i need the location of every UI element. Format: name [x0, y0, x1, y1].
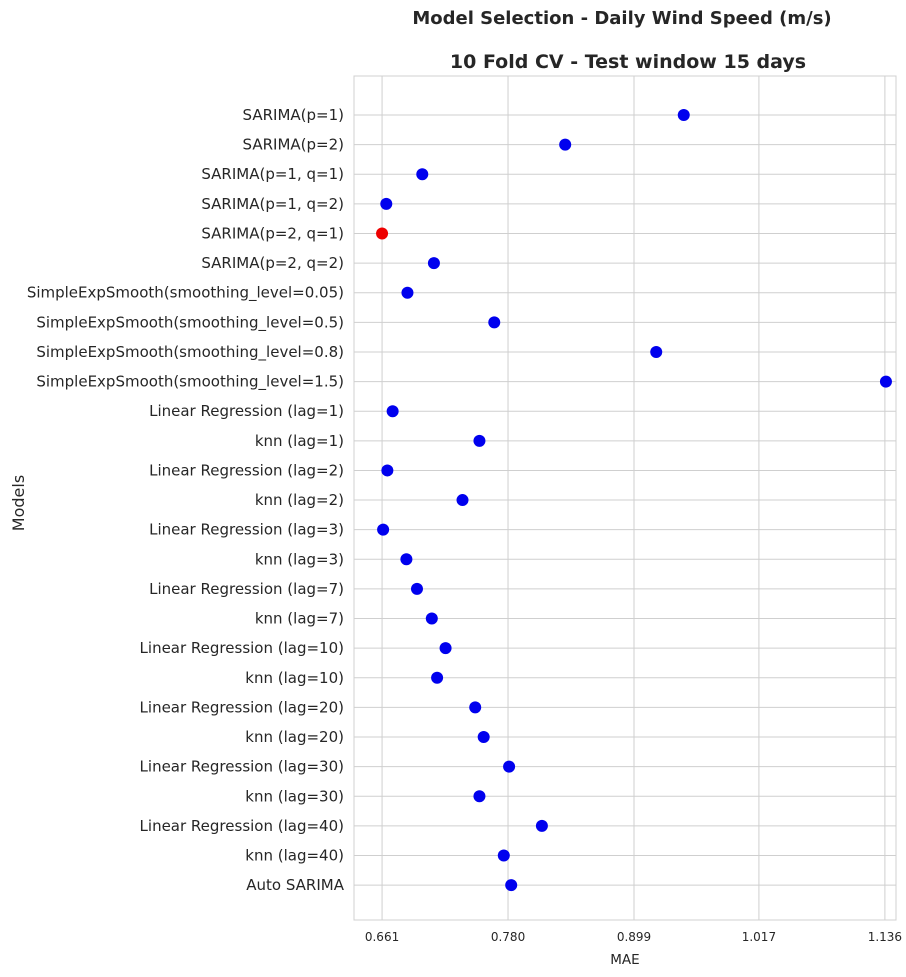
category-label: knn (lag=2)	[255, 491, 344, 509]
data-point	[410, 582, 423, 595]
category-label: knn (lag=30)	[245, 787, 344, 805]
data-point	[469, 701, 482, 714]
category-label: SARIMA(p=1, q=2)	[201, 195, 344, 213]
category-label: SimpleExpSmooth(smoothing_level=0.8)	[36, 343, 344, 362]
data-point	[400, 553, 413, 566]
grid	[354, 76, 896, 920]
category-label: Linear Regression (lag=20)	[140, 698, 344, 716]
category-label: Linear Regression (lag=2)	[149, 461, 344, 479]
data-point	[439, 642, 452, 655]
y-axis-label: Models	[9, 475, 28, 531]
category-label: knn (lag=3)	[255, 550, 344, 568]
data-point	[381, 464, 394, 477]
data-point	[431, 671, 444, 684]
data-point	[497, 849, 510, 862]
category-label: knn (lag=1)	[255, 432, 344, 450]
data-point	[386, 405, 399, 418]
category-label: SimpleExpSmooth(smoothing_level=1.5)	[36, 373, 344, 392]
category-label: knn (lag=40)	[245, 847, 344, 865]
data-point	[559, 138, 572, 151]
data-point	[401, 286, 414, 299]
category-label: SimpleExpSmooth(smoothing_level=0.05)	[27, 284, 344, 303]
category-label: Linear Regression (lag=3)	[149, 521, 344, 539]
x-tick-label: 1.017	[742, 930, 776, 944]
x-axis-label: MAE	[610, 952, 639, 968]
x-tick-label: 0.899	[617, 930, 651, 944]
data-point	[456, 494, 469, 507]
data-point	[879, 375, 892, 388]
category-label: SARIMA(p=2, q=2)	[201, 254, 344, 272]
data-point	[535, 819, 548, 832]
category-label: SimpleExpSmooth(smoothing_level=0.5)	[36, 313, 344, 332]
category-label: Linear Regression (lag=1)	[149, 402, 344, 420]
category-label: knn (lag=7)	[255, 610, 344, 628]
x-tick-label: 0.661	[365, 930, 399, 944]
category-label: Linear Regression (lag=10)	[140, 639, 344, 657]
category-label: SARIMA(p=1)	[243, 106, 344, 124]
category-label: SARIMA(p=2)	[243, 136, 344, 154]
category-label: SARIMA(p=2, q=1)	[201, 224, 344, 242]
x-tick-label: 0.780	[491, 930, 525, 944]
data-point	[425, 612, 438, 625]
category-label: Linear Regression (lag=40)	[140, 817, 344, 835]
category-label: knn (lag=10)	[245, 669, 344, 687]
category-labels: SARIMA(p=1) SARIMA(p=2) SARIMA(p=1, q=1) SA…	[27, 106, 345, 894]
data-point	[473, 790, 486, 803]
x-tick-labels: 0.661 0.780 0.899 1.017 1.136	[365, 930, 902, 944]
data-point	[488, 316, 501, 329]
points	[376, 109, 892, 892]
data-point	[377, 523, 390, 536]
data-point	[505, 879, 518, 892]
category-label: Linear Regression (lag=30)	[140, 758, 344, 776]
data-point	[503, 760, 516, 773]
data-point	[427, 257, 440, 270]
chart-title: Model Selection - Daily Wind Speed (m/s)	[412, 8, 831, 29]
category-label: Auto SARIMA	[246, 876, 344, 894]
data-point	[380, 197, 393, 210]
category-label: Linear Regression (lag=7)	[149, 580, 344, 598]
plot-frame	[353, 75, 897, 921]
x-tick-label: 1.136	[868, 930, 902, 944]
category-label: SARIMA(p=1, q=1)	[201, 165, 344, 183]
data-point	[416, 168, 429, 181]
chart-subtitle: 10 Fold CV - Test window 15 days	[450, 51, 806, 73]
best-model-point	[376, 227, 389, 240]
data-point	[473, 434, 486, 447]
data-point	[477, 731, 490, 744]
data-point	[677, 109, 690, 121]
data-point	[650, 345, 663, 358]
category-label: knn (lag=20)	[245, 728, 344, 746]
